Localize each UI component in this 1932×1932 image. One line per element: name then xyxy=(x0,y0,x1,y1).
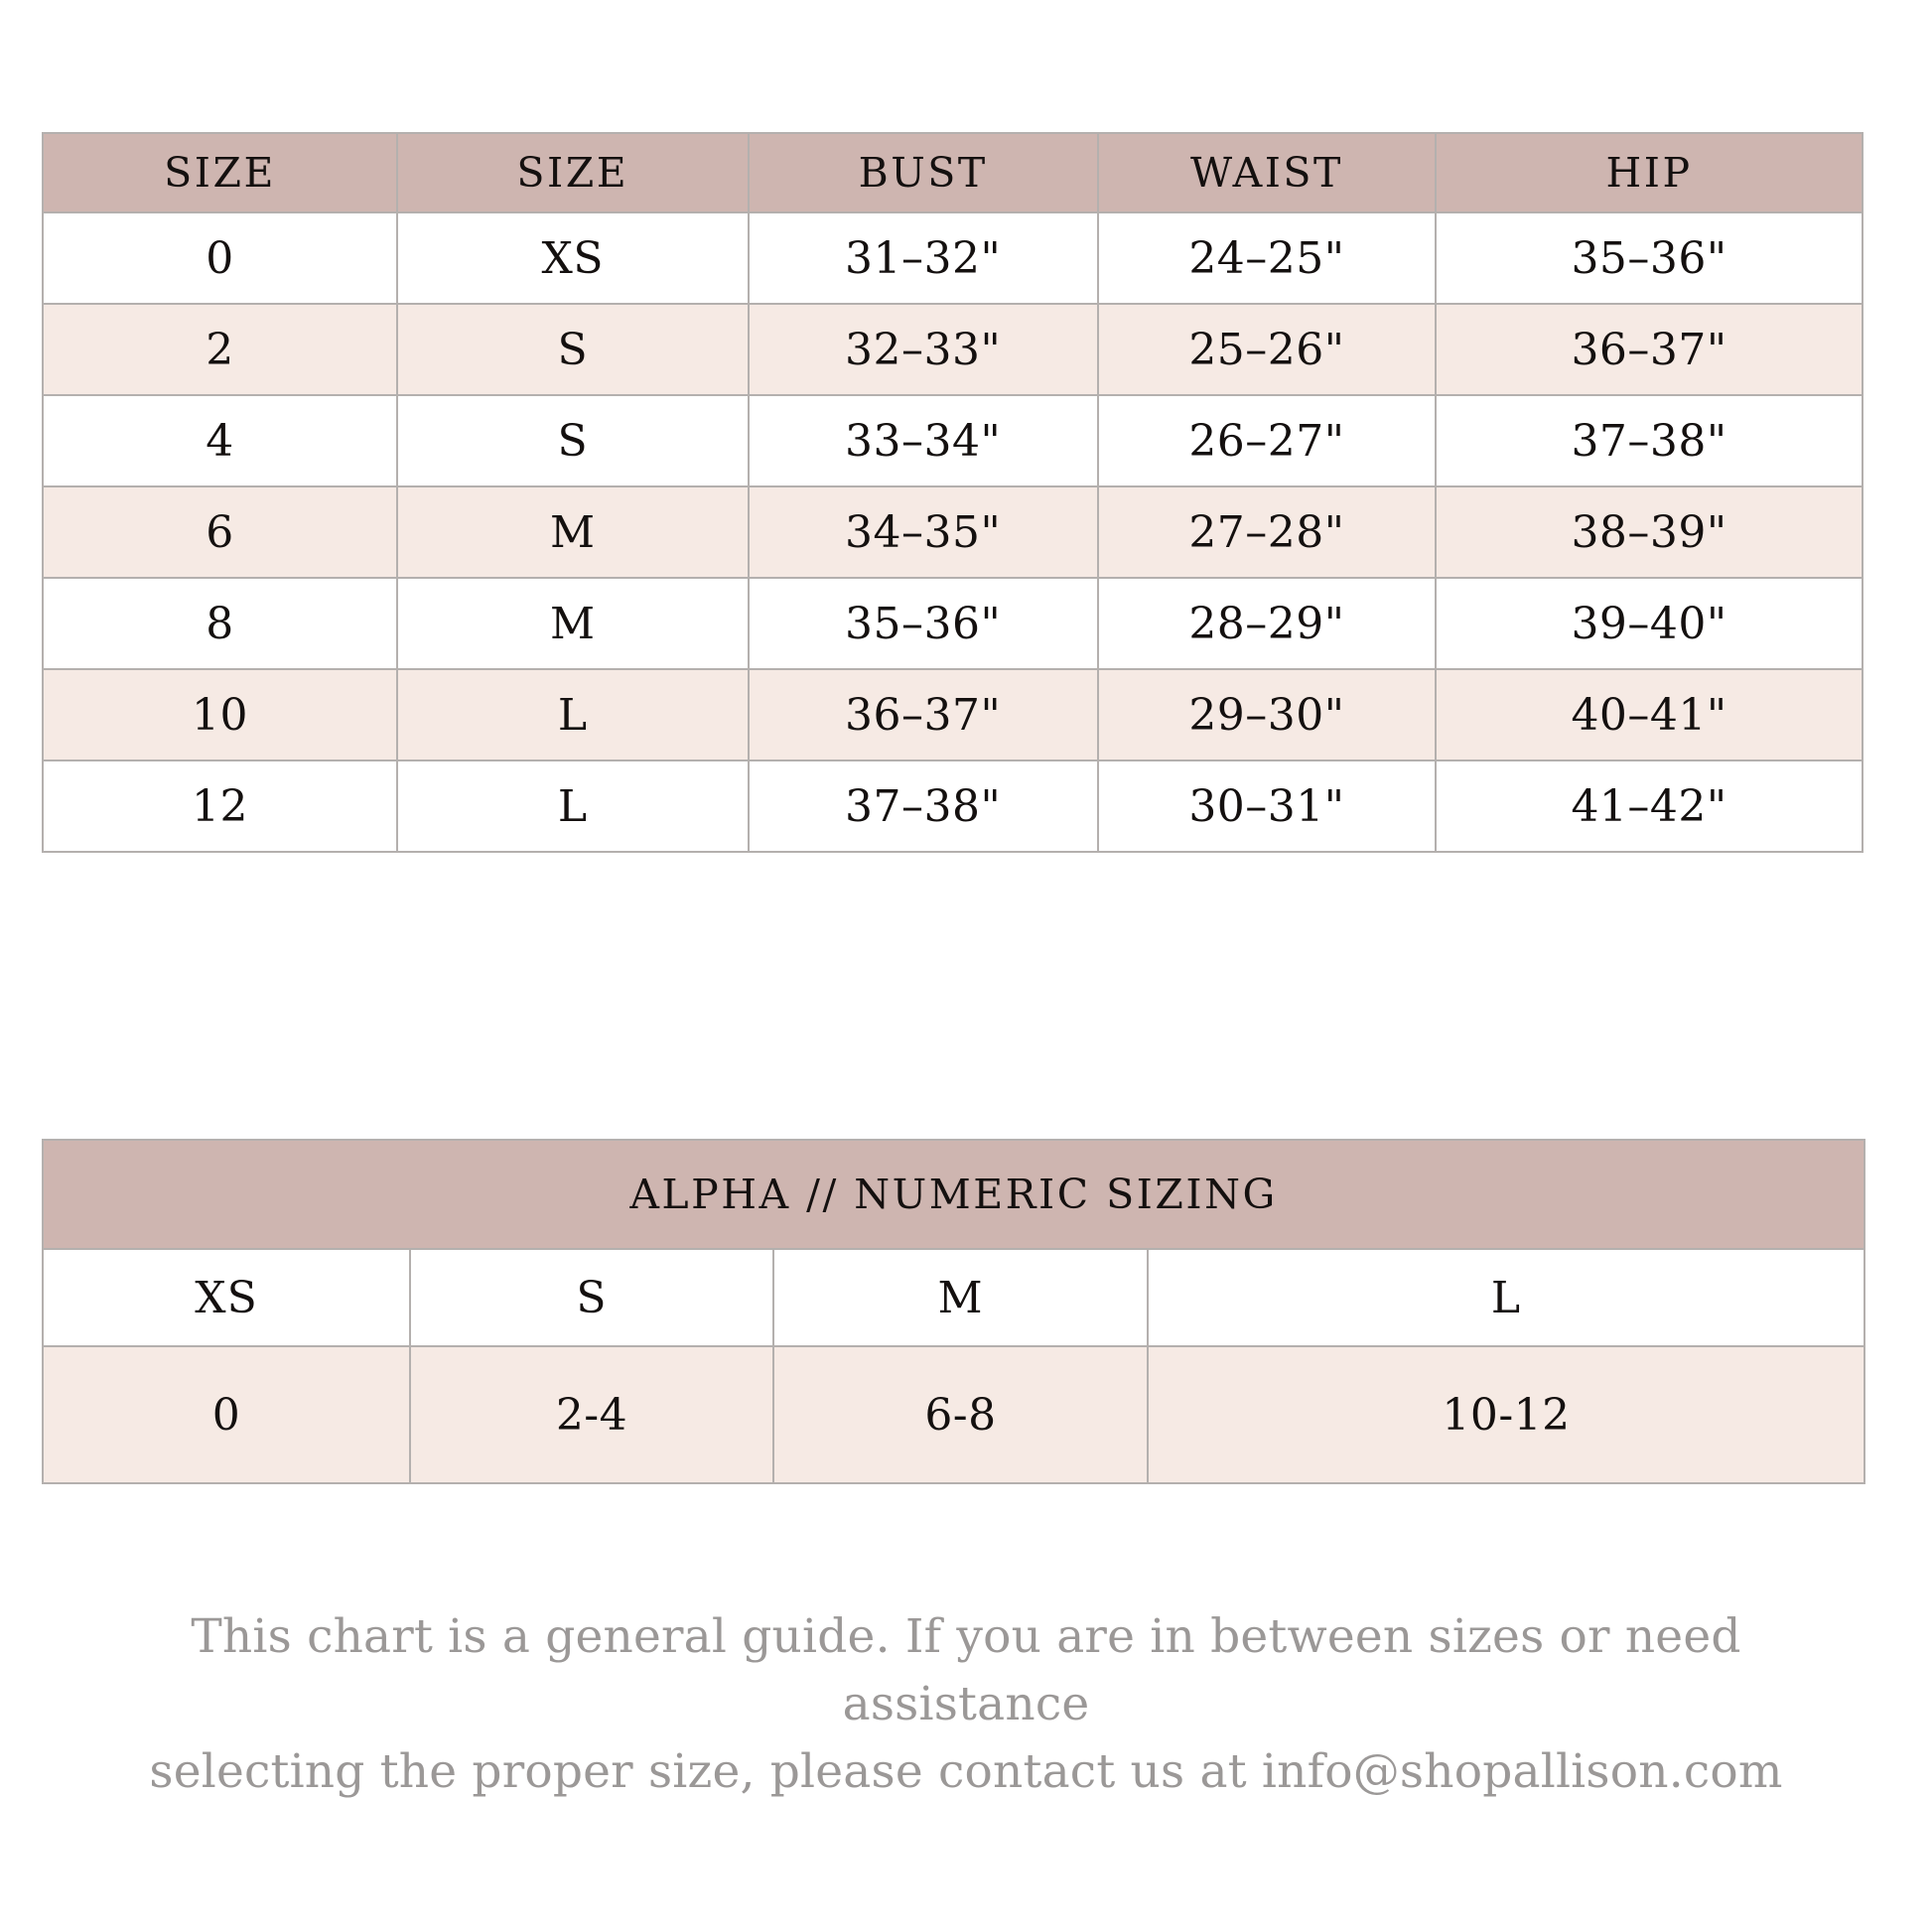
cell-waist: 24–25" xyxy=(1096,211,1438,305)
body-measurements-table: SIZE SIZE BUST WAIST HIP 0 XS 31–32" 24–… xyxy=(41,132,1863,853)
cell-size-alpha: XS xyxy=(396,211,750,305)
cell-waist: 26–27" xyxy=(1096,394,1438,487)
footer-note-line-2: selecting the proper size, please contac… xyxy=(149,1744,1783,1799)
column-header-waist: WAIST xyxy=(1096,132,1438,213)
cell-size-alpha: S xyxy=(396,394,750,487)
measurements-header-row: SIZE SIZE BUST WAIST HIP xyxy=(41,132,1863,213)
cell-hip: 41–42" xyxy=(1435,759,1863,853)
alpha-numeric-title-row: ALPHA // NUMERIC SIZING xyxy=(41,1139,1866,1250)
footer-note-line-1: This chart is a general guide. If you ar… xyxy=(191,1609,1741,1731)
cell-size-numeric: 0 xyxy=(41,211,399,305)
cell-bust: 32–33" xyxy=(747,303,1099,396)
cell-waist: 27–28" xyxy=(1096,485,1438,579)
cell-waist: 30–31" xyxy=(1096,759,1438,853)
table-row: 0 XS 31–32" 24–25" 35–36" xyxy=(41,211,1863,305)
cell-size-numeric: 4 xyxy=(41,394,399,487)
table-row: 2 S 32–33" 25–26" 36–37" xyxy=(41,303,1863,396)
table-row: 0 2-4 6-8 10-12 xyxy=(42,1345,1866,1484)
cell-waist: 28–29" xyxy=(1096,577,1438,670)
cell-numeric-xs: 0 xyxy=(42,1345,411,1484)
column-header-hip: HIP xyxy=(1435,132,1863,213)
cell-waist: 29–30" xyxy=(1096,668,1438,761)
column-header-size-numeric: SIZE xyxy=(41,132,399,213)
cell-size-alpha: L xyxy=(396,668,750,761)
cell-size-alpha: M xyxy=(396,485,750,579)
table-row: 8 M 35–36" 28–29" 39–40" xyxy=(41,577,1863,670)
cell-alpha-l: L xyxy=(1146,1248,1866,1347)
cell-hip: 40–41" xyxy=(1435,668,1863,761)
cell-size-alpha: S xyxy=(396,303,750,396)
cell-hip: 38–39" xyxy=(1435,485,1863,579)
alpha-numeric-sizing-table: ALPHA // NUMERIC SIZING XS S M L 0 2-4 6… xyxy=(41,1139,1866,1484)
cell-waist: 25–26" xyxy=(1096,303,1438,396)
table-row: XS S M L xyxy=(42,1248,1866,1347)
cell-numeric-s: 2-4 xyxy=(409,1345,774,1484)
cell-size-numeric: 2 xyxy=(41,303,399,396)
cell-hip: 35–36" xyxy=(1435,211,1863,305)
cell-size-numeric: 10 xyxy=(41,668,399,761)
cell-alpha-m: M xyxy=(772,1248,1149,1347)
table-row: 12 L 37–38" 30–31" 41–42" xyxy=(41,759,1863,853)
cell-alpha-s: S xyxy=(409,1248,774,1347)
cell-bust: 31–32" xyxy=(747,211,1099,305)
cell-hip: 37–38" xyxy=(1435,394,1863,487)
column-header-size-alpha: SIZE xyxy=(396,132,750,213)
cell-bust: 34–35" xyxy=(747,485,1099,579)
cell-numeric-m: 6-8 xyxy=(772,1345,1149,1484)
cell-bust: 33–34" xyxy=(747,394,1099,487)
table-row: 6 M 34–35" 27–28" 38–39" xyxy=(41,485,1863,579)
cell-bust: 35–36" xyxy=(747,577,1099,670)
cell-hip: 39–40" xyxy=(1435,577,1863,670)
table-row: 4 S 33–34" 26–27" 37–38" xyxy=(41,394,1863,487)
cell-size-alpha: M xyxy=(396,577,750,670)
cell-size-numeric: 12 xyxy=(41,759,399,853)
cell-size-numeric: 6 xyxy=(41,485,399,579)
cell-size-numeric: 8 xyxy=(41,577,399,670)
cell-numeric-l: 10-12 xyxy=(1146,1345,1866,1484)
cell-bust: 37–38" xyxy=(747,759,1099,853)
column-header-bust: BUST xyxy=(747,132,1099,213)
alpha-numeric-title: ALPHA // NUMERIC SIZING xyxy=(41,1139,1866,1250)
cell-bust: 36–37" xyxy=(747,668,1099,761)
cell-alpha-xs: XS xyxy=(42,1248,411,1347)
cell-size-alpha: L xyxy=(396,759,750,853)
cell-hip: 36–37" xyxy=(1435,303,1863,396)
footer-note: This chart is a general guide. If you ar… xyxy=(99,1603,1833,1806)
table-row: 10 L 36–37" 29–30" 40–41" xyxy=(41,668,1863,761)
